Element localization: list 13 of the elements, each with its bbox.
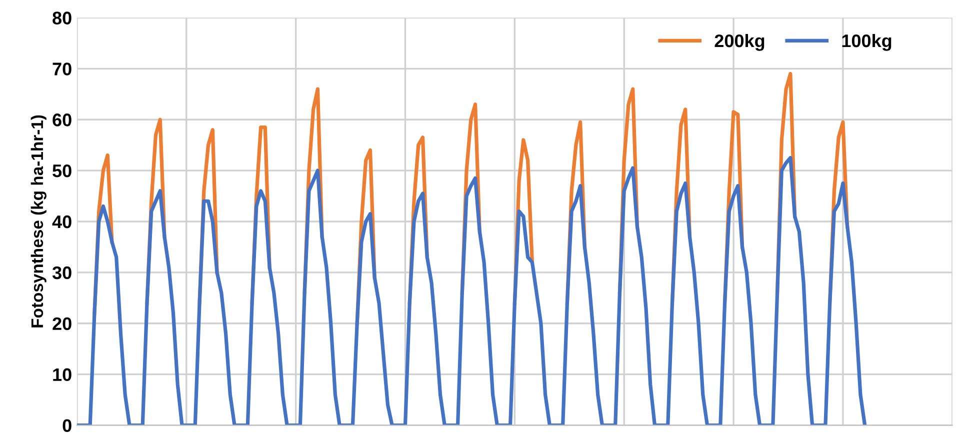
- line-series: [76, 156, 867, 426]
- y-tick-label: 70: [52, 62, 72, 76]
- y-tick-label: 30: [52, 266, 72, 280]
- legend-label: 100kg: [842, 34, 892, 51]
- y-tick-label: 60: [52, 114, 72, 126]
- y-tick-label: 40: [52, 215, 72, 228]
- y-tick-label: 50: [52, 164, 72, 178]
- y-tick-label: 0: [62, 419, 72, 432]
- y-tick-label: 20: [52, 317, 72, 330]
- y-tick-label: 10: [53, 368, 72, 382]
- y-tick-label: 80: [52, 12, 72, 24]
- legend-label: 200kg: [714, 34, 764, 51]
- y-axis-title: Fotosynthese (kg ha-1hr-1): [30, 115, 46, 328]
